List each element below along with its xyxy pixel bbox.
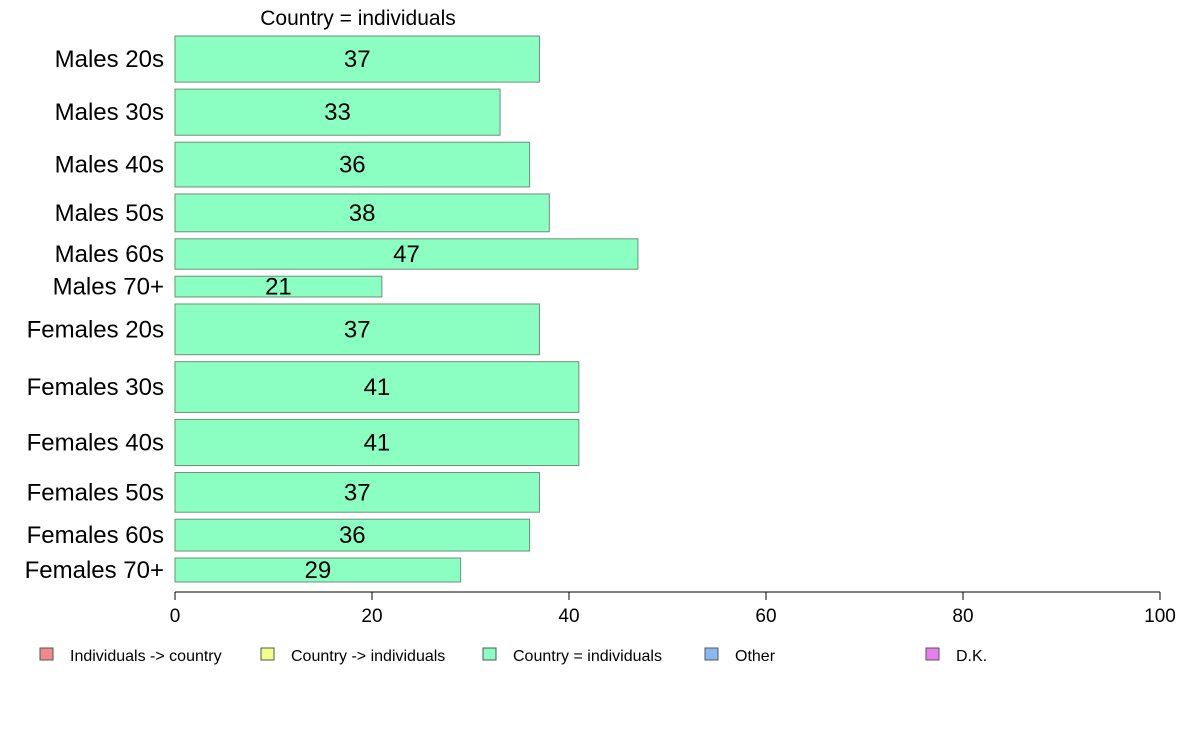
x-tick-label: 60 [755, 606, 776, 627]
value-label: 41 [364, 374, 391, 401]
bar [174, 88, 501, 136]
value-label: 37 [344, 479, 371, 506]
bar [174, 557, 462, 583]
legend-swatch [39, 647, 54, 661]
legend: Individuals -> country Country -> individ… [39, 647, 987, 665]
x-tick-label: 20 [361, 606, 382, 627]
value-label: 38 [349, 200, 376, 227]
x-tick-label: 80 [952, 606, 973, 627]
value-label: 36 [339, 152, 366, 179]
category-label: Males 70+ [53, 274, 164, 301]
x-axis: 0 20 40 60 80 100 [170, 591, 1176, 627]
value-label: 36 [339, 522, 366, 549]
category-label: Males 30s [55, 99, 164, 126]
category-label: Males 20s [55, 46, 164, 73]
legend-label: D.K. [956, 648, 987, 665]
legend-label: Other [735, 648, 776, 665]
value-label: 37 [344, 46, 371, 73]
bar [174, 141, 531, 188]
category-label: Males 50s [55, 200, 164, 227]
legend-label: Country = individuals [513, 648, 662, 665]
bar [174, 472, 540, 513]
category-label: Females 60s [27, 522, 164, 549]
category-label: Males 60s [55, 241, 164, 268]
bar [174, 361, 580, 413]
bar [174, 303, 540, 356]
category-label: Females 50s [27, 479, 164, 506]
value-label: 37 [344, 316, 371, 343]
category-label: Females 20s [27, 316, 164, 343]
category-label: Females 30s [27, 374, 164, 401]
legend-label: Individuals -> country [70, 648, 222, 665]
bar [174, 275, 383, 298]
value-label: 47 [393, 241, 420, 268]
category-label: Males 40s [55, 152, 164, 179]
value-label: 21 [265, 274, 292, 301]
legend-swatch [925, 647, 940, 661]
value-label: 33 [324, 99, 351, 126]
bar [174, 418, 580, 467]
chart-title: Country = individuals [260, 7, 456, 30]
x-tick-label: 100 [1144, 606, 1176, 627]
legend-label: Country -> individuals [291, 648, 445, 665]
value-label: 41 [364, 429, 391, 456]
bar [174, 193, 550, 233]
value-label: 29 [304, 557, 331, 584]
category-label: Females 40s [27, 429, 164, 456]
legend-swatch [260, 647, 275, 661]
category-label: Females 70+ [25, 557, 164, 584]
bar [174, 35, 540, 83]
legend-swatch [482, 647, 497, 661]
bar-group: Males 20s 37 Males 30s 33 Males 40s 36 Males 5… [25, 35, 639, 584]
bar [174, 238, 639, 270]
x-tick-label: 40 [558, 606, 579, 627]
x-tick-label: 0 [170, 606, 181, 627]
legend-swatch [704, 647, 719, 661]
bar [174, 518, 531, 552]
